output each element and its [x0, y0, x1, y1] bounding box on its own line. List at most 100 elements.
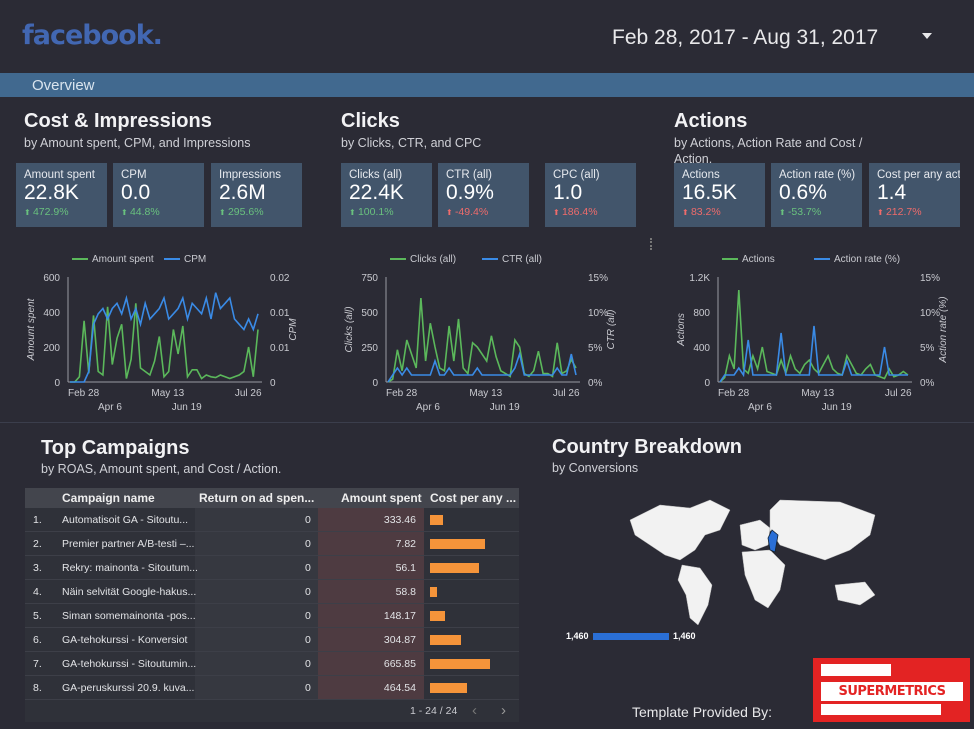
- kpi-value: 1.0: [553, 181, 583, 204]
- y2-tick-label: 5%: [588, 343, 603, 354]
- kpi-value: 0.6%: [779, 181, 827, 204]
- finland-highlight: [767, 529, 779, 553]
- y-tick-label: 600: [43, 273, 60, 284]
- next-page-icon[interactable]: ›: [501, 702, 506, 719]
- arrow-icon: ⬆: [219, 208, 228, 217]
- table-row[interactable]: 1. Automatisoit GA - Sitoutu... 0 333.46: [25, 508, 519, 532]
- kpi-value: 16.5K: [682, 181, 737, 204]
- europe: [739, 519, 771, 551]
- campaigns-table: Campaign name Return on ad spen... Amoun…: [25, 488, 519, 722]
- y-axis-label: Clicks (all): [344, 306, 355, 352]
- asia: [769, 499, 876, 561]
- roas-value: 0: [305, 586, 311, 598]
- kpi-card-cost-0: Amount spent 22.8K ⬆ 472.9%: [16, 163, 107, 227]
- roas-cell: [195, 604, 318, 627]
- supermetrics-logo[interactable]: SUPERMETRICS: [813, 658, 970, 722]
- y2-axis-label: CPM: [288, 318, 299, 341]
- x-tick-label: Feb 28: [718, 388, 750, 399]
- kpi-card-actions-1: Action rate (%) 0.6% ⬆ -53.7%: [771, 163, 862, 227]
- kpi-label: Impressions: [219, 169, 281, 181]
- kpi-value: 22.8K: [24, 181, 79, 204]
- kpi-card-clicks-2: CPC (all) 1.0 ⬆ 186.4%: [545, 163, 636, 227]
- color-scale: [593, 633, 669, 640]
- row-number: 2.: [33, 538, 42, 550]
- cost-per-action-bar: [430, 563, 479, 573]
- spend-value: 56.1: [395, 562, 416, 574]
- date-range-picker[interactable]: Feb 28, 2017 - Aug 31, 2017: [612, 26, 879, 49]
- table-row[interactable]: 3. Rekry: mainonta - Sitoutum... 0 56.1: [25, 556, 519, 580]
- arrow-icon: ⬆: [553, 208, 562, 217]
- spend-value: 333.46: [383, 514, 416, 526]
- resize-handle[interactable]: [650, 238, 653, 250]
- col-roas[interactable]: Return on ad spen...: [199, 491, 315, 505]
- legend-label: Amount spent: [92, 254, 154, 265]
- table-row[interactable]: 7. GA-tehokurssi - Sitoutumin... 0 665.85: [25, 652, 519, 676]
- campaigns-title: Top Campaigns: [41, 437, 190, 459]
- kpi-delta: ⬆ 186.4%: [553, 206, 636, 218]
- prev-page-icon[interactable]: ‹: [472, 702, 477, 719]
- y2-axis-label: Action rate (%): [938, 296, 949, 363]
- table-row[interactable]: 5. Siman somemainonta -pos... 0 148.17: [25, 604, 519, 628]
- spend-cell: [318, 580, 424, 603]
- campaign-name: Premier partner A/B-testi –...: [62, 538, 195, 550]
- x-tick-label: Feb 28: [386, 388, 418, 399]
- kpi-delta-value: 295.6%: [227, 206, 264, 218]
- col-campaign-name[interactable]: Campaign name: [62, 491, 155, 505]
- y2-tick-label: 0: [270, 378, 276, 389]
- roas-cell: [195, 628, 318, 651]
- col-cost-per-action[interactable]: Cost per any ...: [430, 491, 517, 505]
- y2-tick-label: 0.01: [270, 343, 290, 354]
- kpi-card-clicks-1: CTR (all) 0.9% ⬆ -49.4%: [438, 163, 529, 227]
- series-line-1: [70, 292, 259, 383]
- kpi-delta: ⬆ 472.9%: [24, 206, 107, 218]
- roas-cell: [195, 556, 318, 579]
- col-amount-spent[interactable]: Amount spent: [341, 491, 422, 505]
- chevron-down-icon[interactable]: [922, 33, 932, 39]
- y-tick-label: 400: [43, 308, 60, 319]
- kpi-delta-value: 186.4%: [561, 206, 598, 218]
- country-subtitle: by Conversions: [552, 461, 639, 475]
- y2-tick-label: 0%: [920, 378, 935, 389]
- campaign-name: Automatisoit GA - Sitoutu...: [62, 514, 189, 526]
- table-row[interactable]: 8. GA-peruskurssi 20.9. kuva... 0 464.54: [25, 676, 519, 700]
- legend-label: Clicks (all): [410, 254, 456, 265]
- clicks-chart: Clicks (all) CTR (all) 750 500 250 0 15% 10% 5% 0…: [340, 245, 630, 415]
- series-line-1: [719, 325, 908, 383]
- tab-overview[interactable]: Overview: [32, 77, 95, 94]
- roas-value: 0: [305, 658, 311, 670]
- table-row[interactable]: 4. Näin selvität Google-hakus... 0 58.8: [25, 580, 519, 604]
- roas-value: 0: [305, 610, 311, 622]
- cost-per-action-bar: [430, 539, 485, 549]
- actions-subtitle: by Actions, Action Rate and Cost / Actio…: [674, 136, 863, 166]
- template-provided-label: Template Provided By:: [632, 704, 773, 720]
- row-number: 8.: [33, 682, 42, 694]
- kpi-delta: ⬆ -53.7%: [779, 206, 862, 218]
- x-tick-label: Jun 19: [822, 402, 852, 413]
- logo-stripe: [821, 704, 941, 715]
- table-row[interactable]: 6. GA-tehokurssi - Konversiot 0 304.87: [25, 628, 519, 652]
- pagination-label: 1 - 24 / 24: [410, 705, 458, 717]
- y2-axis-label: CTR (all): [606, 310, 617, 350]
- y-tick-label: 0: [54, 378, 60, 389]
- kpi-label: Clicks (all): [349, 169, 403, 181]
- campaign-name: Siman somemainonta -pos...: [62, 610, 196, 622]
- world-map[interactable]: [620, 490, 890, 640]
- spend-value: 665.85: [383, 658, 416, 670]
- divider: [0, 422, 974, 423]
- kpi-label: Amount spent: [24, 169, 95, 181]
- scale-min: 1,460: [566, 631, 589, 641]
- table-row[interactable]: 2. Premier partner A/B-testi –... 0 7.82: [25, 532, 519, 556]
- y-tick-label: 0: [704, 378, 710, 389]
- y-tick-label: 1.2K: [689, 273, 710, 284]
- y-tick-label: 400: [693, 343, 710, 354]
- country-title: Country Breakdown: [552, 436, 743, 458]
- clicks-subtitle: by Clicks, CTR, and CPC: [341, 136, 482, 150]
- spend-cell: [318, 676, 424, 699]
- kpi-delta: ⬆ -49.4%: [446, 206, 529, 218]
- kpi-delta: ⬆ 212.7%: [877, 206, 960, 218]
- x-tick-label: Apr 6: [98, 402, 122, 413]
- kpi-delta-value: -49.4%: [454, 206, 489, 218]
- x-tick-label: May 13: [469, 388, 502, 399]
- roas-cell: [195, 676, 318, 699]
